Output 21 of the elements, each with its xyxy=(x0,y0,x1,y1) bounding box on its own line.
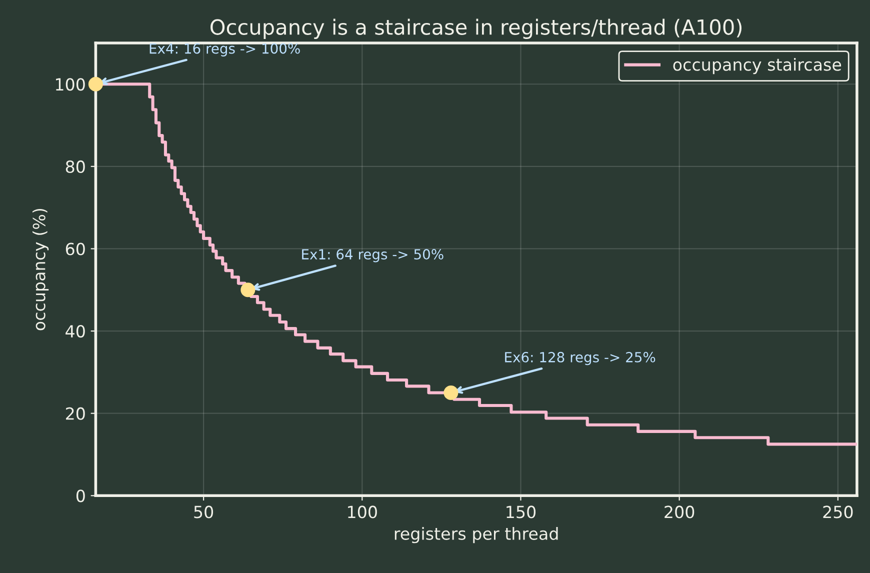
annotation: Ex4: 16 regs -> 100% xyxy=(150,43,300,56)
point xyxy=(444,385,458,400)
annotation: Ex1: 64 regs -> 50% xyxy=(302,249,444,262)
y-tick-label: 0 xyxy=(76,490,85,502)
legend-label: occupancy staircase xyxy=(673,58,842,74)
x-tick-label: 200 xyxy=(664,506,694,518)
y-tick-label: 60 xyxy=(66,242,85,256)
x-tick-label: 150 xyxy=(506,506,536,518)
y-tick-label: 40 xyxy=(66,325,85,338)
point xyxy=(240,282,256,298)
y-tick-label: 100 xyxy=(56,78,85,91)
annotation: Ex6: 128 regs -> 25% xyxy=(505,352,656,366)
x-tick-label: 250 xyxy=(823,506,853,518)
x-tick-label: 100 xyxy=(348,506,377,518)
point xyxy=(88,76,103,92)
y-tick-label: 20 xyxy=(66,407,85,420)
y-tick-label: 80 xyxy=(66,160,85,173)
chart-title: Occupancy is a staircase in registers/thread (A100) xyxy=(210,18,742,39)
x-tick-label: 50 xyxy=(194,506,214,518)
y-axis-title: occupancy (%) xyxy=(32,208,49,330)
x-axis-title: registers per thread xyxy=(394,527,558,544)
